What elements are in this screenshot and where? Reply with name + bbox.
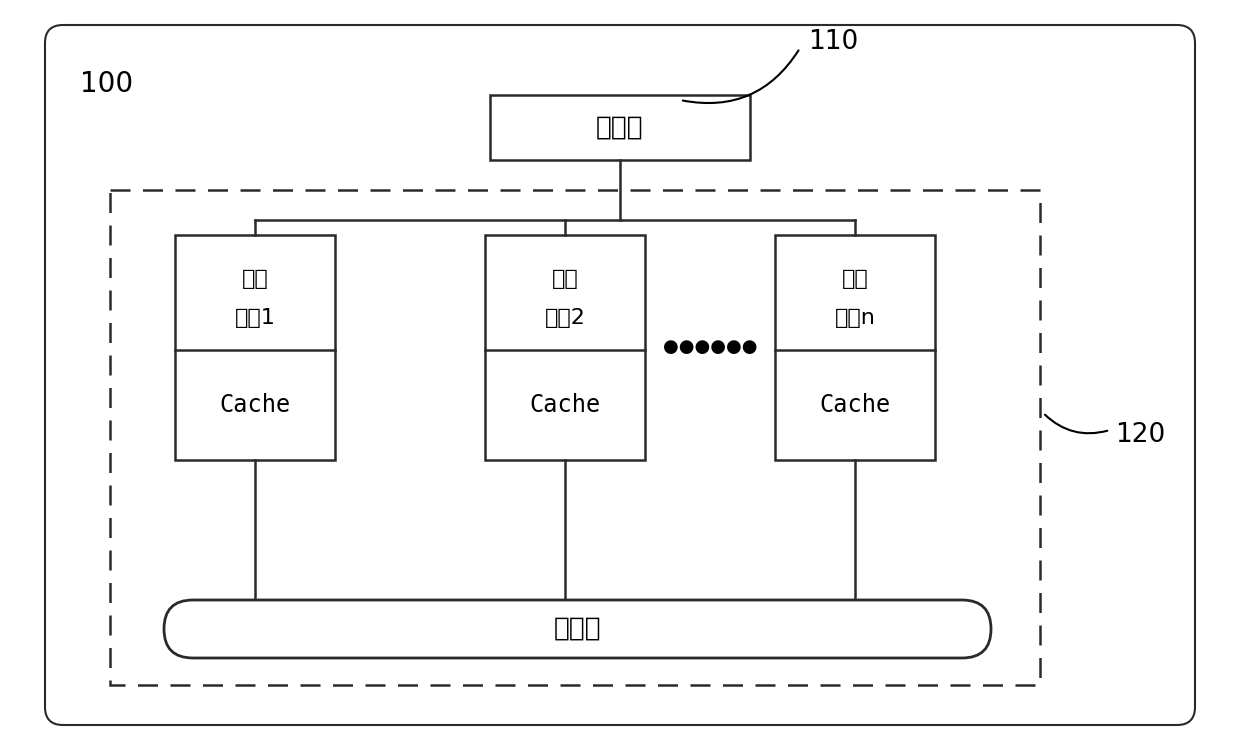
Text: Cache: Cache (529, 393, 600, 417)
Text: ●●●●●●: ●●●●●● (662, 338, 758, 356)
Bar (485, 235, 645, 460)
FancyBboxPatch shape (164, 600, 991, 658)
FancyBboxPatch shape (45, 25, 1195, 725)
Bar (175, 235, 335, 460)
Text: 器核2: 器核2 (544, 308, 585, 328)
Text: 处理: 处理 (842, 268, 868, 289)
Bar (490, 95, 750, 160)
Text: 器核n: 器核n (835, 308, 875, 328)
Text: 100: 100 (81, 70, 133, 98)
Text: Cache: Cache (820, 393, 890, 417)
Text: 内总线: 内总线 (554, 616, 601, 642)
Text: 110: 110 (808, 29, 858, 55)
Text: Cache: Cache (219, 393, 290, 417)
Bar (775, 235, 935, 460)
Text: 处理: 处理 (552, 268, 578, 289)
Bar (110, 190, 1040, 685)
Text: 120: 120 (1115, 422, 1166, 448)
Text: 存储器: 存储器 (596, 115, 644, 140)
Text: 器核1: 器核1 (234, 308, 275, 328)
Text: 处理: 处理 (242, 268, 268, 289)
